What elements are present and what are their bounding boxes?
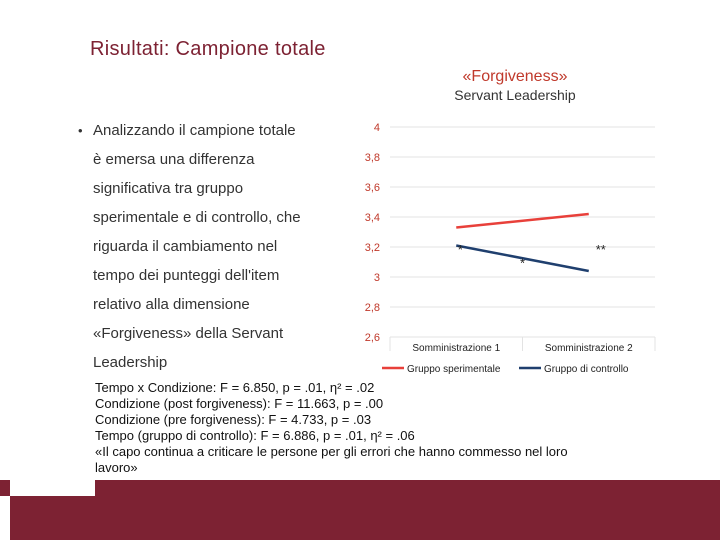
bullet-line: riguarda il cambiamento nel xyxy=(93,238,278,255)
bullet-line: Analizzando il campione totale xyxy=(93,122,296,139)
legend-label: Gruppo di controllo xyxy=(544,364,629,375)
stats-line: Condizione (pre forgiveness): F = 4.733,… xyxy=(95,412,372,427)
slide-title: Risultati: Campione totale xyxy=(90,38,326,60)
y-tick-label: 3,2 xyxy=(365,242,380,254)
y-tick-label: 2,8 xyxy=(365,302,380,314)
y-tick-label: 2,6 xyxy=(365,332,380,344)
stats-line: Tempo (gruppo di controllo): F = 6.886, … xyxy=(95,428,415,443)
bullet-line: Leadership xyxy=(93,354,168,371)
bullet-line: è emersa una differenza xyxy=(93,151,255,168)
chart-title-block: «Forgiveness» Servant Leadership xyxy=(430,68,600,104)
y-tick-label: 3 xyxy=(374,272,380,284)
bullet-line: sperimentale e di controllo, che xyxy=(93,209,301,226)
line-chart: 4 3,8 3,6 3,4 3,2 3 2,8 2,6 Somministrazione 1 So… xyxy=(365,122,656,375)
bullet-line: relativo alla dimensione xyxy=(93,296,250,313)
bullet-marker: • xyxy=(78,123,83,138)
series-line xyxy=(456,244,589,273)
y-tick-label: 4 xyxy=(374,122,380,134)
y-tick-label: 3,6 xyxy=(365,182,380,194)
stats-line: «Il capo continua a criticare le persone… xyxy=(95,444,568,459)
footer-bar xyxy=(0,480,720,540)
legend-label: Gruppo sperimentale xyxy=(407,364,501,375)
significance-marker: ** xyxy=(596,242,606,257)
x-tick-label: Somministrazione 2 xyxy=(545,343,633,354)
significance-marker: * xyxy=(520,256,525,271)
bullet-lines: Analizzando il campione totale è emersa … xyxy=(78,116,348,377)
stats-line: Tempo x Condizione: F = 6.850, p = .01, … xyxy=(95,380,375,395)
significance-marker: * xyxy=(458,242,463,257)
chart-title: «Forgiveness» xyxy=(462,68,568,85)
series-line xyxy=(456,212,589,229)
stats-line: Condizione (post forgiveness): F = 11.66… xyxy=(95,396,384,411)
bullet-line: significativa tra gruppo xyxy=(93,180,244,197)
bullet-line: «Forgiveness» della Servant xyxy=(93,325,284,342)
statistics-text: Tempo x Condizione: F = 6.850, p = .01, … xyxy=(95,380,655,476)
stats-line: lavoro» xyxy=(95,460,138,475)
bullet-text: • Analizzando il campione totale è emers… xyxy=(78,116,348,377)
y-tick-label: 3,8 xyxy=(365,152,380,164)
y-tick-label: 3,4 xyxy=(365,212,380,224)
footer-notch xyxy=(10,480,95,496)
bullet-line: tempo dei punteggi dell'item xyxy=(93,267,280,284)
footer-notch xyxy=(0,496,10,540)
x-tick-label: Somministrazione 1 xyxy=(412,343,500,354)
chart-subtitle: Servant Leadership xyxy=(454,87,576,103)
